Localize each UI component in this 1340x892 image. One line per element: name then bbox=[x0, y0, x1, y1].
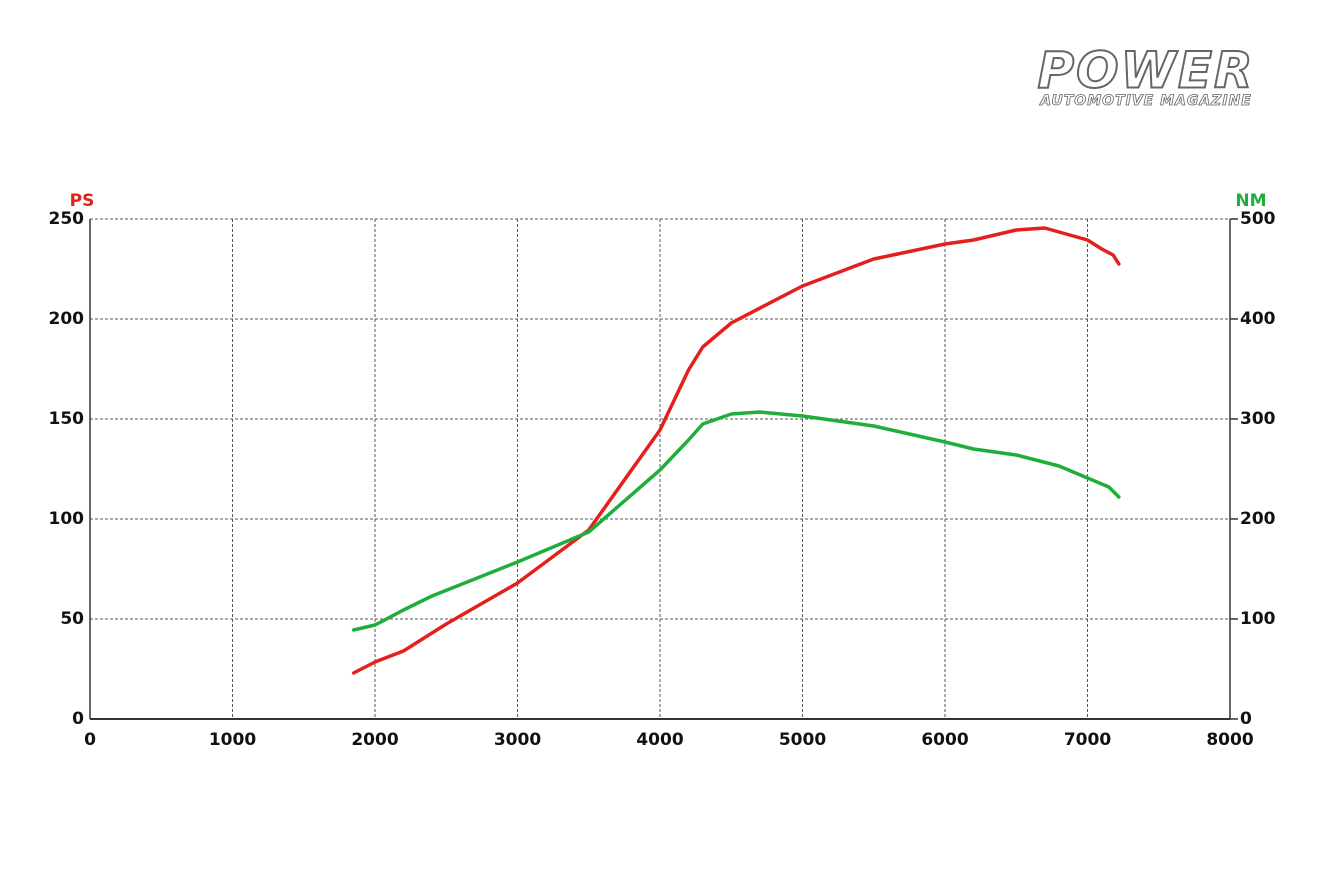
y2-tick-label: 300 bbox=[1240, 409, 1276, 429]
y2-tick-label: 100 bbox=[1240, 609, 1276, 629]
x-tick-label: 3000 bbox=[494, 730, 541, 750]
y-tick-label: 200 bbox=[49, 309, 85, 329]
x-tick-label: 1000 bbox=[209, 730, 256, 750]
x-tick-label: 4000 bbox=[636, 730, 683, 750]
y-axis-label: PS bbox=[70, 191, 95, 211]
y2-tick-label: 500 bbox=[1240, 209, 1276, 229]
brand-tagline: AUTOMOTIVE MAGAZINE bbox=[1039, 93, 1252, 109]
x-tick-label: 6000 bbox=[921, 730, 968, 750]
y-tick-label: 150 bbox=[49, 409, 85, 429]
x-tick-label: 8000 bbox=[1206, 730, 1253, 750]
y2-tick-label: 200 bbox=[1240, 509, 1276, 529]
y-tick-label: 100 bbox=[49, 509, 85, 529]
series-line bbox=[351, 410, 1121, 632]
x-tick-label: 7000 bbox=[1064, 730, 1111, 750]
series-line bbox=[351, 226, 1121, 675]
brand-name: POWER bbox=[1038, 42, 1255, 100]
y2-tick-label: 400 bbox=[1240, 309, 1276, 329]
y-tick-label: 250 bbox=[49, 209, 85, 229]
y2-axis-label: NM bbox=[1235, 191, 1266, 211]
y-tick-label: 50 bbox=[60, 609, 84, 629]
y2-tick-label: 0 bbox=[1240, 709, 1252, 729]
x-tick-label: 5000 bbox=[779, 730, 826, 750]
x-tick-label: 0 bbox=[84, 730, 96, 750]
y-tick-label: 0 bbox=[72, 709, 84, 729]
x-tick-label: 2000 bbox=[351, 730, 398, 750]
